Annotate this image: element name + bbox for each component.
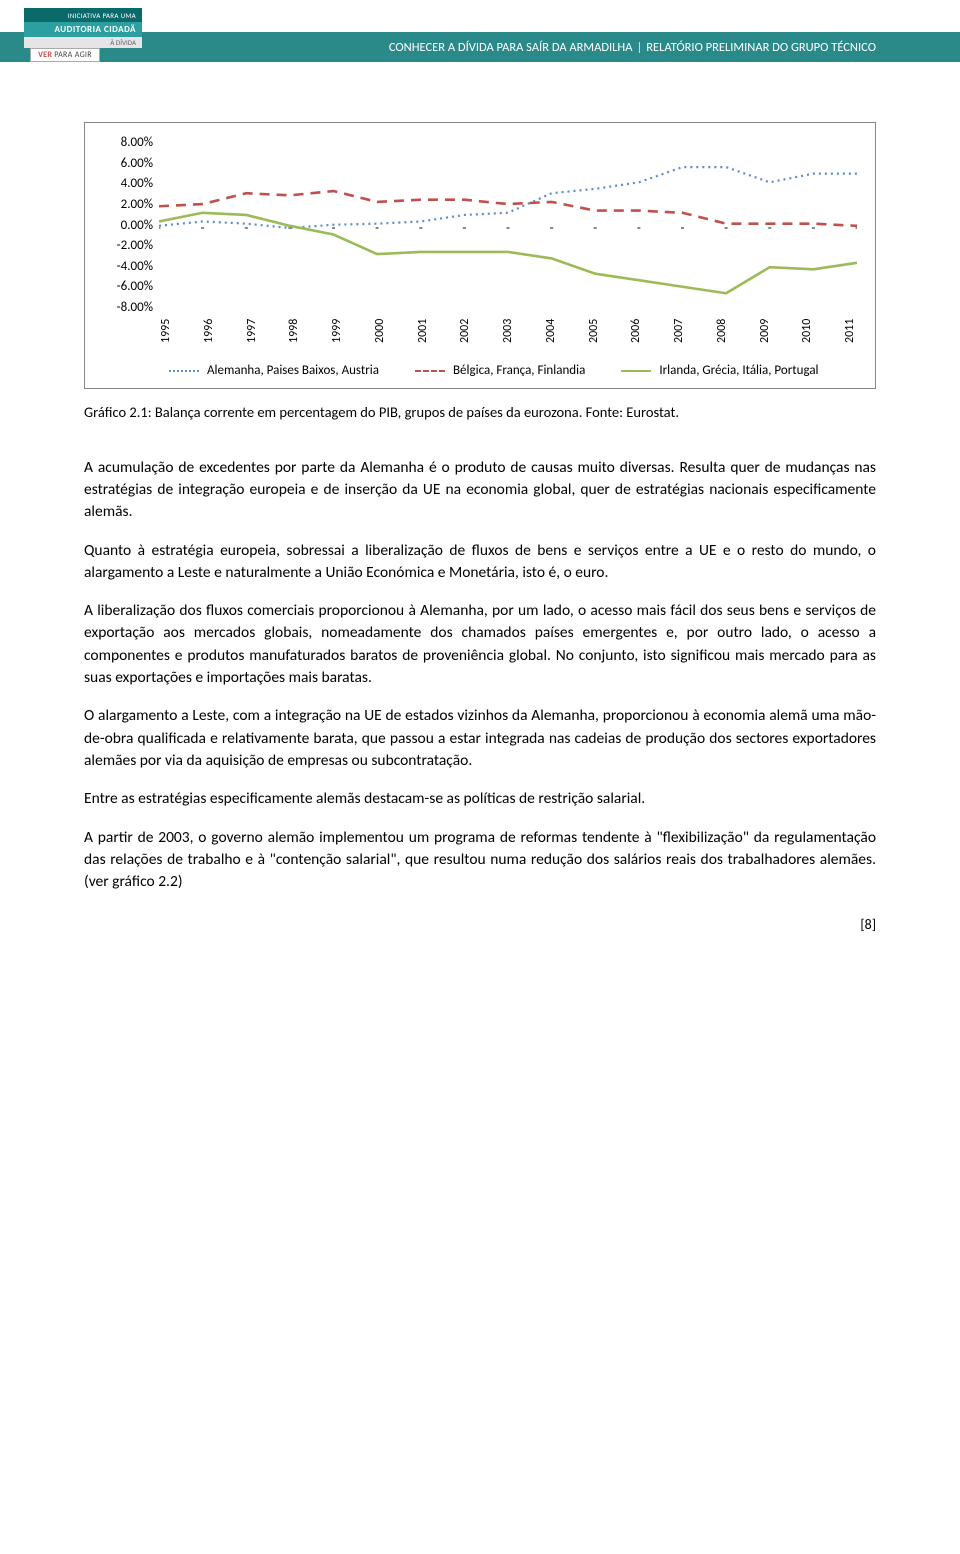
paragraph: A liberalização dos fluxos comerciais pr… [84, 600, 876, 689]
logo-line4: VER PARA AGIR [30, 48, 100, 62]
page-header: CONHECER A DÍVIDA PARA SAÍR DA ARMADILHA… [0, 0, 960, 82]
y-tick: -4.00% [99, 259, 153, 274]
logo-line2: AUDITORIA CIDADÃ [24, 22, 142, 37]
legend-swatch [169, 370, 199, 372]
header-title-left: CONHECER A DÍVIDA PARA SAÍR DA ARMADILHA [389, 40, 633, 55]
logo-badge: INICIATIVA PARA UMA AUDITORIA CIDADÃ À D… [24, 8, 142, 70]
x-tick: 2000 [373, 319, 387, 355]
x-tick: 2005 [587, 319, 601, 355]
x-tick: 2006 [629, 319, 643, 355]
x-tick: 2007 [672, 319, 686, 355]
chart-caption: Gráfico 2.1: Balança corrente em percent… [84, 403, 876, 423]
x-tick: 2010 [800, 319, 814, 355]
y-tick: -6.00% [99, 279, 153, 294]
chart-svg [159, 141, 857, 315]
y-tick: 0.00% [99, 218, 153, 233]
body-text: A acumulação de excedentes por parte da … [84, 457, 876, 894]
x-tick: 2009 [758, 319, 772, 355]
chart-legend: Alemanha, Paises Baixos, Austria Bélgica,… [169, 363, 861, 378]
logo-line1: INICIATIVA PARA UMA [24, 8, 142, 22]
legend-swatch [415, 370, 445, 372]
header-separator: | [636, 40, 642, 55]
legend-label: Bélgica, França, Finlandia [453, 363, 585, 378]
legend-swatch [621, 370, 651, 372]
header-title-bar: CONHECER A DÍVIDA PARA SAÍR DA ARMADILHA… [0, 32, 960, 62]
x-tick: 1999 [330, 319, 344, 355]
chart-plot-area: 8.00% 6.00% 4.00% 2.00% 0.00% -2.00% -4.00% -6.… [99, 135, 861, 355]
legend-label: Irlanda, Grécia, Itália, Portugal [659, 363, 818, 378]
y-tick: 6.00% [99, 156, 153, 171]
header-title-right: RELATÓRIO PRELIMINAR DO GRUPO TÉCNICO [646, 40, 876, 55]
paragraph: A partir de 2003, o governo alemão imple… [84, 827, 876, 894]
page-body: 8.00% 6.00% 4.00% 2.00% 0.00% -2.00% -4.00% -6.… [0, 82, 960, 963]
chart-container: 8.00% 6.00% 4.00% 2.00% 0.00% -2.00% -4.00% -6.… [84, 122, 876, 389]
page-number: [8] [84, 916, 876, 933]
x-tick: 2002 [458, 319, 472, 355]
legend-item: Bélgica, França, Finlandia [415, 363, 585, 378]
x-tick: 1998 [287, 319, 301, 355]
x-tick: 1995 [159, 319, 173, 355]
y-axis: 8.00% 6.00% 4.00% 2.00% 0.00% -2.00% -4.00% -6.… [99, 135, 159, 315]
paragraph: Entre as estratégias especificamente ale… [84, 788, 876, 810]
y-tick: -8.00% [99, 300, 153, 315]
x-tick: 2004 [544, 319, 558, 355]
x-tick: 2003 [501, 319, 515, 355]
paragraph: Quanto à estratégia europeia, sobressai … [84, 540, 876, 585]
y-tick: -2.00% [99, 238, 153, 253]
logo-line3: À DÍVIDA [24, 37, 142, 48]
plot-svg-host [159, 141, 857, 315]
paragraph: O alargamento a Leste, com a integração … [84, 705, 876, 772]
x-axis: 1995 1996 1997 1998 1999 2000 2001 2002 2003 2004… [159, 319, 857, 355]
x-tick: 2011 [843, 319, 857, 355]
legend-item: Irlanda, Grécia, Itália, Portugal [621, 363, 818, 378]
y-tick: 2.00% [99, 197, 153, 212]
legend-item: Alemanha, Paises Baixos, Austria [169, 363, 379, 378]
x-tick: 2001 [416, 319, 430, 355]
paragraph: A acumulação de excedentes por parte da … [84, 457, 876, 524]
y-tick: 8.00% [99, 135, 153, 150]
x-tick: 2008 [715, 319, 729, 355]
x-tick: 1997 [245, 319, 259, 355]
x-tick: 1996 [202, 319, 216, 355]
legend-label: Alemanha, Paises Baixos, Austria [207, 363, 379, 378]
y-tick: 4.00% [99, 176, 153, 191]
